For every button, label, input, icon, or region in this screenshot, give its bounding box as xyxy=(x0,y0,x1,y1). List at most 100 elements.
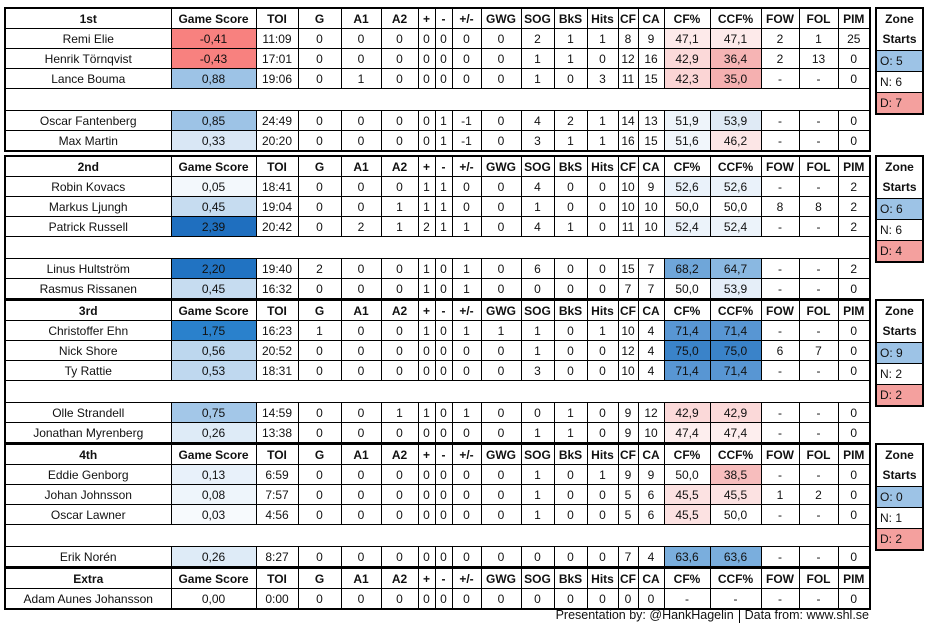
cell-secondary-assists: 0 xyxy=(380,278,419,300)
player-row: Patrick Russell 2,39 20:42 0 2 1 2 1 1 0 4 1 0 11 10 52… xyxy=(4,216,871,237)
column-header-plus-minus: +/- xyxy=(451,155,482,177)
column-header-pim: PIM xyxy=(837,299,871,321)
cell-minus: 0 xyxy=(434,340,453,361)
column-header-ccf-pct: CCF% xyxy=(709,299,762,321)
cell-primary-assists: 0 xyxy=(340,402,382,423)
cell-cf-pct: 42,9 xyxy=(663,48,711,69)
column-header-primary-assists: A1 xyxy=(340,155,382,177)
cell-secondary-assists: 0 xyxy=(380,258,419,279)
zone-starts-box: Zone Starts O: 9 N: 2 D: 2 xyxy=(875,299,924,407)
cell-fow: 2 xyxy=(760,28,800,49)
cell-fol: 13 xyxy=(798,48,839,69)
cell-goals: 0 xyxy=(297,68,342,89)
cell-blocked-shots: 2 xyxy=(553,110,588,131)
cell-hits: 1 xyxy=(586,130,619,152)
cell-ca: 6 xyxy=(637,484,665,505)
player-row: Jonathan Myrenberg 0,26 13:38 0 0 0 0 0 0 0 1 1 0 9 10… xyxy=(4,422,871,444)
player-row: Olle Strandell 0,75 14:59 0 0 1 1 0 1 0 0 1 0 9 12 42,9… xyxy=(4,402,871,423)
player-row: Johan Johnsson 0,08 7:57 0 0 0 0 0 0 0 1 0 0 5 6 45,5 45… xyxy=(4,484,871,505)
cell-minus: 0 xyxy=(434,68,453,89)
cell-goals: 0 xyxy=(297,130,342,152)
stats-table: 1st Game Score TOI G A1 A2 + - +/- GWG SOG BkS Hits C… xyxy=(4,7,871,152)
cell-sog: 1 xyxy=(520,464,555,485)
column-header-cf: CF xyxy=(617,299,639,321)
column-header-toi: TOI xyxy=(255,155,299,177)
cell-minus: 0 xyxy=(434,258,453,279)
cell-toi: 8:27 xyxy=(255,546,299,568)
column-header-blocked-shots: BkS xyxy=(553,443,588,465)
player-name: Patrick Russell xyxy=(4,216,172,237)
player-row: Linus Hultström 2,20 19:40 2 0 0 1 0 1 0 6 0 0 15 7 68,… xyxy=(4,258,871,279)
cell-cf-pct: 42,9 xyxy=(663,402,711,423)
cell-plus: 0 xyxy=(417,504,436,525)
cell-pim: 0 xyxy=(837,278,871,300)
cell-goals: 0 xyxy=(297,422,342,444)
column-header-secondary-assists: A2 xyxy=(380,7,419,29)
cell-ccf-pct: 64,7 xyxy=(709,258,762,279)
cell-plus-minus: 0 xyxy=(451,340,482,361)
cell-goals: 1 xyxy=(297,320,342,341)
cell-primary-assists: 0 xyxy=(340,588,382,610)
player-row: Markus Ljungh 0,45 19:04 0 0 1 1 1 0 0 1 0 0 10 10 50,0… xyxy=(4,196,871,217)
cell-ccf-pct: 45,5 xyxy=(709,484,762,505)
cell-sog: 3 xyxy=(520,130,555,152)
period-block-3rd: 3rd Game Score TOI G A1 A2 + - +/- GWG SOG BkS Hits C… xyxy=(4,299,871,444)
cell-pim: 0 xyxy=(837,504,871,525)
cell-plus-minus: 1 xyxy=(451,216,482,237)
column-header-gwg: GWG xyxy=(480,443,522,465)
player-name: Olle Strandell xyxy=(4,402,172,423)
column-header-secondary-assists: A2 xyxy=(380,567,419,589)
cell-ccf-pct: 46,2 xyxy=(709,130,762,152)
cell-goals: 0 xyxy=(297,340,342,361)
header-row: 1st Game Score TOI G A1 A2 + - +/- GWG SOG BkS Hits C… xyxy=(4,7,871,29)
cell-gwg: 0 xyxy=(480,176,522,197)
period-title: 4th xyxy=(4,443,172,465)
column-header-cf-pct: CF% xyxy=(663,443,711,465)
cell-hits: 0 xyxy=(586,546,619,568)
cell-toi: 20:42 xyxy=(255,216,299,237)
cell-plus: 0 xyxy=(417,484,436,505)
cell-cf: 5 xyxy=(617,504,639,525)
column-header-minus: - xyxy=(434,443,453,465)
cell-toi: 18:31 xyxy=(255,360,299,381)
cell-blocked-shots: 1 xyxy=(553,28,588,49)
column-header-ca: CA xyxy=(637,299,665,321)
zone-starts-title: Zone Starts xyxy=(877,445,922,487)
cell-toi: 7:57 xyxy=(255,484,299,505)
cell-goals: 0 xyxy=(297,484,342,505)
cell-pim: 2 xyxy=(837,196,871,217)
cell-minus: 0 xyxy=(434,484,453,505)
column-header-primary-assists: A1 xyxy=(340,443,382,465)
cell-cf-pct: 45,5 xyxy=(663,504,711,525)
cell-goals: 0 xyxy=(297,28,342,49)
column-header-plus-minus: +/- xyxy=(451,567,482,589)
cell-plus-minus: 0 xyxy=(451,48,482,69)
cell-plus: 0 xyxy=(417,422,436,444)
cell-fol: - xyxy=(798,278,839,300)
cell-game-score: 1,75 xyxy=(170,320,257,341)
cell-primary-assists: 1 xyxy=(340,68,382,89)
cell-goals: 0 xyxy=(297,48,342,69)
zone-starts-title: Zone Starts xyxy=(877,9,922,51)
cell-minus: 0 xyxy=(434,28,453,49)
cell-goals: 0 xyxy=(297,464,342,485)
cell-primary-assists: 0 xyxy=(340,484,382,505)
cell-hits: 0 xyxy=(586,196,619,217)
cell-ca: 4 xyxy=(637,320,665,341)
cell-cf: 7 xyxy=(617,546,639,568)
cell-secondary-assists: 0 xyxy=(380,422,419,444)
column-header-minus: - xyxy=(434,567,453,589)
cell-cf-pct: 50,0 xyxy=(663,464,711,485)
cell-primary-assists: 0 xyxy=(340,504,382,525)
cell-minus: 0 xyxy=(434,320,453,341)
column-header-ccf-pct: CCF% xyxy=(709,7,762,29)
column-header-fow: FOW xyxy=(760,299,800,321)
column-header-blocked-shots: BkS xyxy=(553,567,588,589)
cell-gwg: 0 xyxy=(480,588,522,610)
zone-starts-box: Zone Starts O: 6 N: 6 D: 4 xyxy=(875,155,924,263)
cell-plus: 1 xyxy=(417,258,436,279)
cell-fow: - xyxy=(760,68,800,89)
cell-fow: - xyxy=(760,504,800,525)
cell-cf-pct: 51,9 xyxy=(663,110,711,131)
header-row: 3rd Game Score TOI G A1 A2 + - +/- GWG SOG BkS Hits C… xyxy=(4,299,871,321)
